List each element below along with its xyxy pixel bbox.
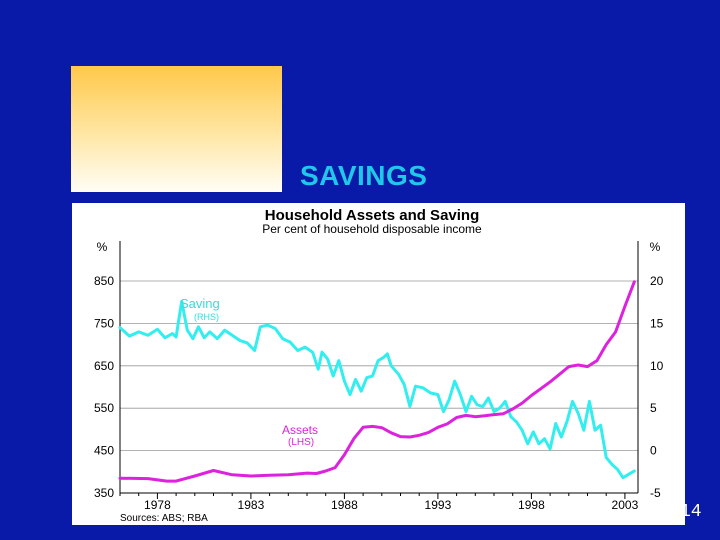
assets-series-line (118, 280, 636, 483)
right-tick-label: -5 (650, 486, 661, 500)
x-tick-label: 1993 (425, 498, 452, 512)
right-tick-label: 20 (650, 274, 664, 288)
left-tick-label: 450 (94, 444, 114, 458)
saving-series-label: Saving (180, 296, 220, 311)
x-tick-label: 1988 (331, 498, 358, 512)
right-tick-label: 10 (650, 359, 664, 373)
left-tick-label: 750 (94, 316, 114, 330)
right-axis-unit: % (650, 240, 661, 254)
decorative-gradient-block (71, 66, 282, 192)
assets-series-label: Assets (282, 423, 318, 437)
chart-subtitle: Per cent of household disposable income (262, 222, 482, 236)
left-tick-label: 350 (94, 486, 114, 500)
left-tick-label: 650 (94, 359, 114, 373)
left-tick-label: 550 (94, 401, 114, 415)
x-tick-label: 1998 (518, 498, 545, 512)
saving-axis-label: (RHS) (194, 312, 219, 322)
right-tick-label: 15 (650, 316, 664, 330)
page-number: 14 (680, 502, 702, 522)
slide-title: SAVINGS (300, 160, 428, 191)
left-tick-label: 850 (94, 274, 114, 288)
x-tick-label: 1978 (144, 498, 171, 512)
chart-panel: Household Assets and Saving Per cent of … (72, 203, 685, 525)
assets-axis-label: (LHS) (288, 437, 314, 448)
left-axis-unit: % (97, 240, 108, 254)
saving-series-line (118, 299, 636, 480)
chart-svg: Household Assets and Saving Per cent of … (94, 207, 664, 524)
chart-title: Household Assets and Saving (265, 207, 480, 224)
x-tick-label: 1983 (238, 498, 265, 512)
right-tick-label: 5 (650, 401, 657, 415)
right-tick-label: 0 (650, 444, 657, 458)
chart-source: Sources: ABS; RBA (120, 513, 208, 524)
x-tick-label: 2003 (612, 498, 639, 512)
